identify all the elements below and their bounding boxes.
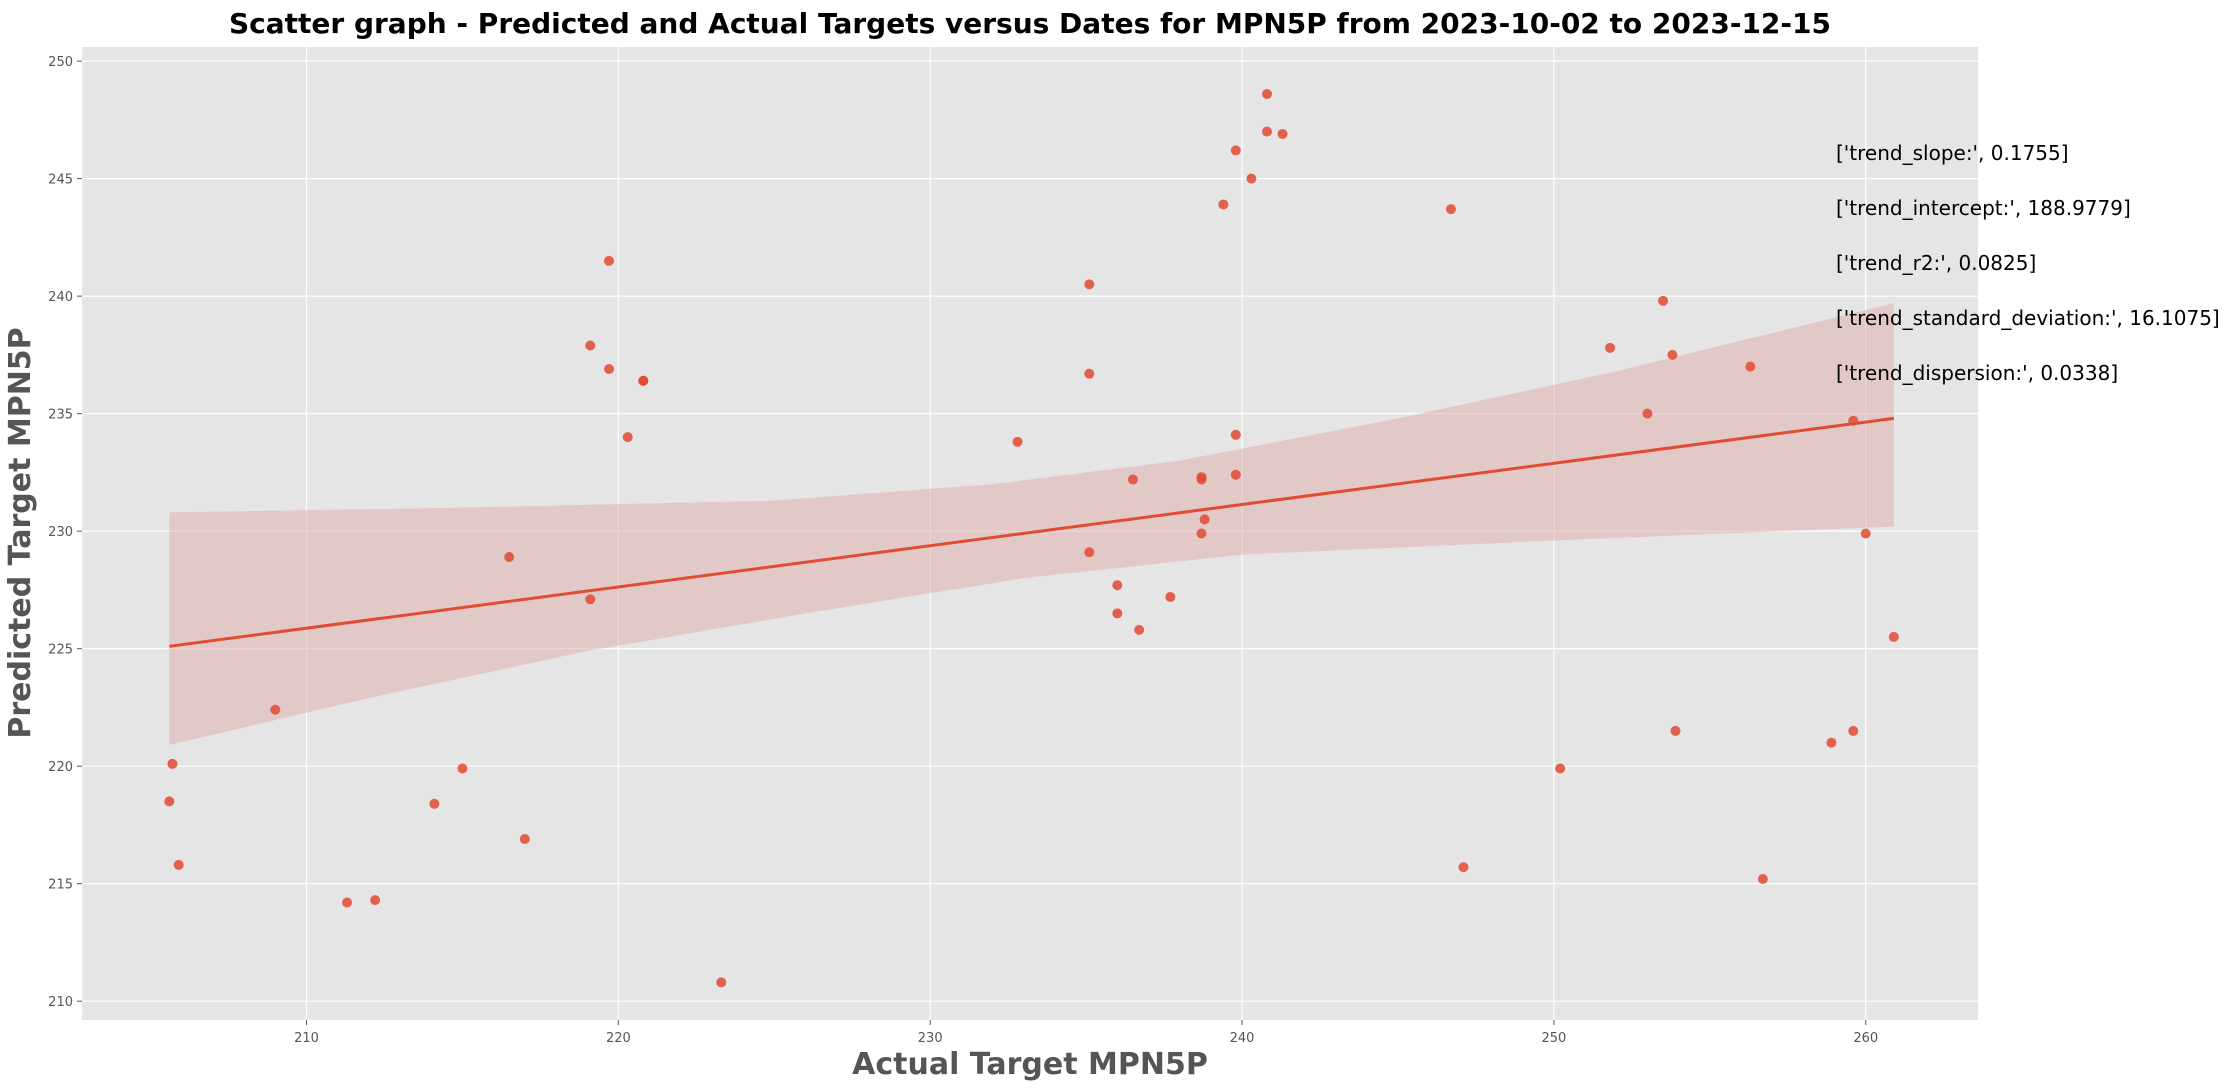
- x-axis-label: Actual Target MPN5P: [852, 1047, 1208, 1082]
- scatter-point: [370, 895, 381, 906]
- y-tick-label: 215: [48, 878, 73, 893]
- y-tick-label: 225: [48, 643, 73, 658]
- confidence-band: [169, 303, 1894, 746]
- trend-annotation: ['trend_dispersion:', 0.0338]: [1836, 361, 2118, 385]
- scatter-point: [1230, 429, 1241, 440]
- x-tick-label: 220: [606, 1031, 631, 1046]
- trend-annotation: ['trend_standard_deviation:', 16.1075]: [1836, 306, 2220, 330]
- scatter-point: [1277, 128, 1288, 139]
- x-tick-label: 210: [294, 1031, 319, 1046]
- scatter-point: [457, 763, 468, 774]
- trend-line: [169, 416, 1894, 648]
- confidence-band-area: [169, 303, 1894, 746]
- scatter-point: [504, 552, 515, 563]
- scatter-point: [1218, 199, 1229, 210]
- scatter-point: [604, 255, 615, 266]
- scatter-point: [1458, 862, 1469, 873]
- y-tick-label: 245: [48, 173, 73, 188]
- scatter-point: [1848, 725, 1859, 736]
- scatter-point: [1262, 89, 1272, 100]
- scatter-point: [1196, 472, 1207, 483]
- scatter-point: [622, 432, 633, 443]
- scatter-point: [638, 375, 649, 386]
- scatter-point: [1826, 737, 1837, 748]
- scatter-point: [1642, 408, 1653, 419]
- chart-title: Scatter graph - Predicted and Actual Tar…: [229, 7, 1831, 40]
- trend-annotation: ['trend_slope:', 0.1755]: [1836, 141, 2069, 165]
- scatter-point: [1084, 279, 1095, 290]
- scatter-point: [1230, 469, 1241, 480]
- scatter-point: [173, 859, 184, 870]
- trend-annotations: ['trend_slope:', 0.1755] ['trend_intercep…: [1836, 141, 2220, 385]
- scatter-point: [1246, 173, 1257, 184]
- scatter-point: [1165, 591, 1176, 602]
- scatter-point: [716, 977, 727, 988]
- scatter-point: [1084, 368, 1095, 379]
- scatter-point: [1658, 295, 1669, 306]
- y-tick-label: 235: [48, 408, 73, 423]
- scatter-point: [1134, 624, 1145, 635]
- scatter-point: [1670, 725, 1681, 736]
- data-points: [164, 89, 1899, 988]
- scatter-point: [1888, 631, 1899, 642]
- y-tick-label: 240: [48, 290, 73, 305]
- x-tick-label: 230: [918, 1031, 943, 1046]
- scatter-point: [1084, 547, 1095, 558]
- scatter-point: [604, 363, 615, 374]
- scatter-point: [1230, 145, 1241, 156]
- y-tick-label: 230: [48, 525, 73, 540]
- scatter-point: [1199, 514, 1210, 525]
- scatter-point: [1667, 349, 1678, 360]
- scatter-point: [1262, 126, 1272, 137]
- x-tick-label: 250: [1541, 1031, 1566, 1046]
- scatter-point: [585, 340, 596, 351]
- scatter-point: [164, 796, 175, 807]
- y-tick-label: 210: [48, 995, 73, 1010]
- scatter-point: [1757, 873, 1768, 884]
- y-tick-label: 250: [48, 55, 73, 70]
- trend-annotation: ['trend_r2:', 0.0825]: [1836, 251, 2036, 275]
- scatter-point: [585, 594, 596, 605]
- scatter-point: [1860, 528, 1871, 539]
- scatter-point: [342, 897, 353, 908]
- scatter-point: [1112, 580, 1123, 591]
- scatter-point: [1745, 361, 1756, 372]
- x-tick-label: 260: [1853, 1031, 1878, 1046]
- y-axis-ticks: 210 215 220 225 230 235 240 245 250: [48, 55, 82, 1010]
- regression-line: [169, 416, 1894, 648]
- scatter-point: [167, 758, 178, 769]
- y-axis-label: Predicted Target MPN5P: [3, 327, 38, 738]
- scatter-point: [1196, 528, 1207, 539]
- scatter-point: [519, 834, 530, 845]
- scatter-point: [1127, 474, 1138, 485]
- scatter-point: [1012, 436, 1023, 447]
- scatter-point: [1112, 608, 1123, 619]
- scatter-point: [270, 704, 281, 715]
- scatter-point: [1445, 204, 1456, 215]
- scatter-point: [1555, 763, 1566, 774]
- x-axis-ticks: 210 220 230 240 250 260: [294, 1020, 1878, 1046]
- scatter-point: [429, 798, 440, 809]
- scatter-point: [1605, 342, 1616, 353]
- x-tick-label: 240: [1230, 1031, 1255, 1046]
- trend-annotation: ['trend_intercept:', 188.9779]: [1836, 196, 2131, 220]
- y-tick-label: 220: [48, 760, 73, 775]
